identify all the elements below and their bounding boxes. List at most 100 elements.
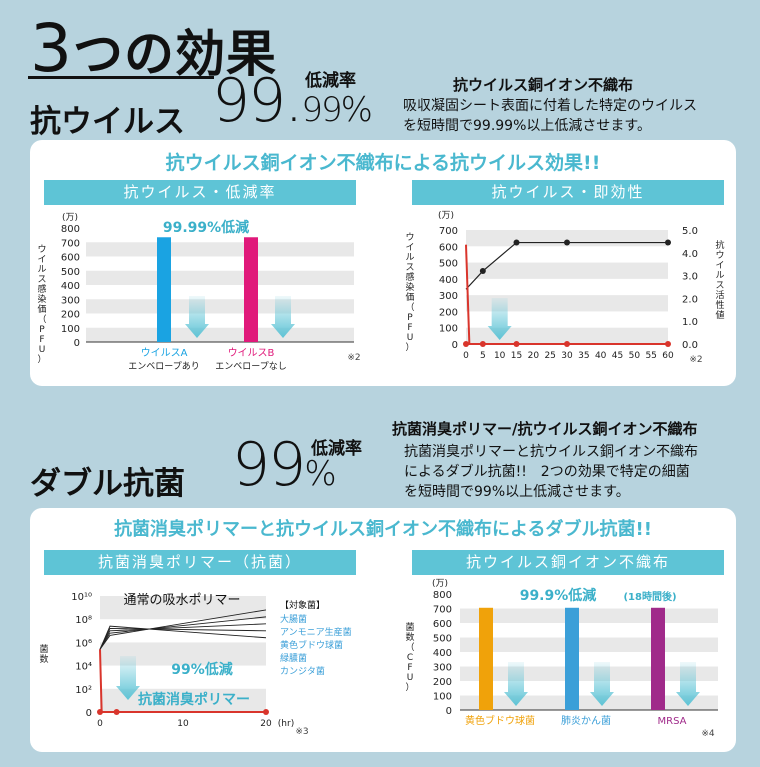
reduction-arrow: [676, 662, 700, 706]
y-unit-label: (万): [432, 579, 448, 589]
chart2-speed-line-chart: 01002003004005006007000.01.02.03.04.05.0…: [405, 211, 724, 365]
infectivity-point: [463, 341, 469, 347]
chart2-header: 抗ウイルス・即効性: [412, 180, 724, 205]
y-tick-label: 500: [433, 634, 452, 645]
x-tick-label: 25: [544, 351, 555, 361]
activity-point: [513, 239, 520, 246]
grid-band: [460, 608, 718, 623]
bar-virus-b: [244, 237, 258, 342]
reduction-arrow: [487, 298, 512, 340]
x-tick-label: 10: [494, 351, 506, 361]
y-axis-label: ウイルス感染価（ P F U）: [405, 232, 414, 353]
y-unit-label: (万): [62, 213, 78, 223]
y-tick-label: 100: [61, 324, 80, 335]
activity-point: [479, 268, 486, 275]
y-tick-label: 10⁸: [75, 615, 92, 626]
legend-item: カンジタ菌: [280, 665, 325, 677]
y-axis-label: ウイルス感染価（ P F U）: [37, 244, 46, 365]
x-category-label: ウイルスB: [228, 347, 275, 359]
chart4-header: 抗ウイルス銅イオン不織布: [412, 550, 724, 575]
y-tick-label: 800: [433, 590, 452, 601]
double-percentage: 99%: [232, 430, 337, 500]
y-tick-label: 800: [61, 224, 80, 235]
x-category-label: 肺炎かん菌: [561, 715, 611, 727]
x-tick-label: 35: [578, 351, 589, 361]
infectivity-line: [465, 244, 668, 345]
y-tick-label: 400: [61, 281, 80, 292]
x-category-label: ウイルスA: [141, 347, 188, 359]
x-unit-label: (hr): [278, 719, 294, 729]
normal-polymer-line: [99, 625, 267, 650]
y2-tick-label: 1.0: [682, 317, 698, 328]
y-tick-label: 200: [433, 677, 452, 688]
x-tick-label: 40: [595, 351, 607, 361]
y-tick-label: 100: [433, 692, 452, 703]
bar-2: [651, 607, 665, 710]
x-tick-label: 5: [480, 351, 486, 361]
x-category-note: エンベロープあり: [128, 361, 199, 372]
y2-tick-label: 2.0: [682, 294, 698, 305]
infectivity-point: [665, 341, 671, 347]
y2-axis-label: 抗ウイルス活性値: [715, 239, 724, 321]
infectivity-point: [513, 341, 520, 347]
grid-band: [466, 262, 668, 279]
y-tick-label: 200: [439, 307, 458, 318]
y2-tick-label: 5.0: [682, 226, 698, 237]
y-tick-label: 200: [61, 310, 80, 321]
grid-band: [460, 695, 718, 710]
chart1-reduction-bar-chart: 0 100 200 300 400 500 600 700 800(万) ウイルス感染価（ P F U）…: [37, 213, 360, 372]
y-tick-label: 400: [433, 648, 452, 659]
x-tick-label: 0: [97, 719, 103, 729]
activity-point: [665, 239, 671, 246]
footnote: ※2: [347, 353, 360, 363]
x-tick-label: 55: [645, 351, 656, 361]
footnote: ※4: [701, 729, 715, 739]
y-tick-label: 300: [433, 663, 452, 674]
chart1-header: 抗ウイルス・低減率: [44, 180, 356, 205]
antivirus-percentage: 99.99%: [212, 66, 373, 136]
y-tick-label: 700: [61, 238, 80, 249]
y2-tick-label: 3.0: [682, 272, 698, 283]
y-tick-label: 400: [439, 275, 458, 286]
reduction-arrow: [116, 656, 140, 700]
y-axis-label: 菌数: [39, 643, 48, 665]
legend-item: アンモニア生産菌: [280, 626, 352, 638]
legend-item: 緑膿菌: [280, 652, 307, 664]
y2-tick-label: 0.0: [682, 340, 698, 351]
double-desc: 抗菌消臭ポリマーと抗ウイルス銅イオン不織布 によるダブル抗菌!! 2つの効果で特定…: [404, 444, 698, 500]
annotation-label: 99%低減: [171, 661, 233, 678]
upper-line-label: 通常の吸水ポリマー: [123, 593, 240, 608]
y-tick-label: 600: [439, 242, 458, 253]
polymer-point: [97, 709, 103, 715]
grid-band: [100, 596, 266, 620]
chart4-bacteria-bar-chart: 0 100 200 300 400 500 600 700 800(万) 菌数（ C F U ） 黄色ブドウ…: [405, 579, 718, 739]
lower-line-label: 抗菌消臭ポリマー: [138, 691, 250, 708]
page-title: 3つの効果: [30, 10, 277, 87]
bar-virus-a: [157, 237, 171, 342]
antivirus-rate-label: 低減率: [305, 71, 356, 91]
polymer-point: [263, 709, 269, 715]
grid-band: [86, 270, 354, 285]
chart3-polymer-log-chart: 0 10² 10⁴ 10⁶ 10⁸ 10¹⁰ 菌数 0 10 20 (hr) 通常の吸水ポリマー 99%…: [39, 592, 352, 737]
y-tick-label: 10²: [75, 685, 92, 696]
x-tick-label: 0: [463, 351, 469, 361]
x-tick-label: 20: [260, 719, 272, 729]
reduction-arrow-1: [185, 296, 209, 338]
grid-band: [466, 295, 668, 312]
infectivity-point: [479, 341, 486, 347]
y-tick-label: 0: [74, 338, 80, 349]
annotation-sub-label: (18時間後): [623, 590, 676, 603]
x-tick-label: 10: [177, 719, 189, 729]
y-tick-label: 100: [439, 324, 458, 335]
grid-band: [100, 642, 266, 666]
y-tick-label: 0: [452, 340, 458, 351]
x-tick-label: 50: [629, 351, 641, 361]
x-tick-label: 45: [612, 351, 623, 361]
chart3-header: 抗菌消臭ポリマー（抗菌）: [44, 550, 356, 575]
y-axis-label: 菌数（ C F U）: [405, 621, 414, 693]
y-tick-label: 700: [439, 226, 458, 237]
x-tick-label: 30: [561, 351, 573, 361]
reduction-arrow-2: [271, 296, 295, 338]
y-tick-label: 10¹⁰: [71, 592, 92, 603]
grid-band: [460, 637, 718, 652]
